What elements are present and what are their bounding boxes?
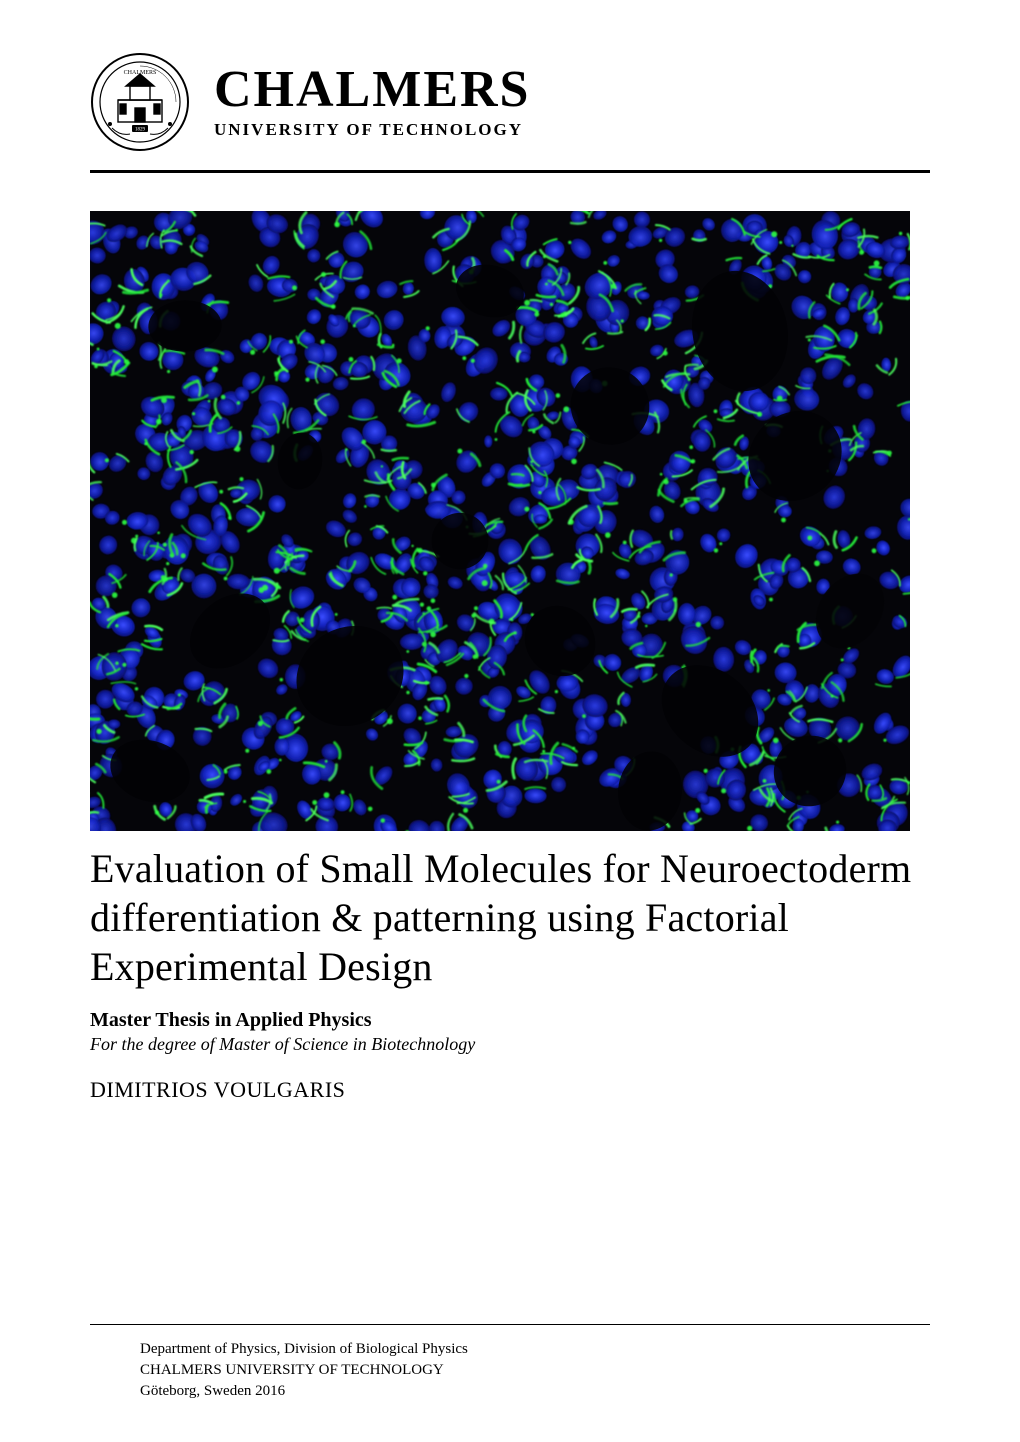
institution-wordmark: CHALMERS xyxy=(214,64,530,116)
thesis-title: Evaluation of Small Molecules for Neuroe… xyxy=(90,845,930,991)
thesis-type: Master Thesis in Applied Physics xyxy=(90,1009,930,1032)
institution-subline: UNIVERSITY OF TECHNOLOGY xyxy=(214,120,530,140)
footer-department: Department of Physics, Division of Biolo… xyxy=(140,1339,930,1360)
institution-wordmark-block: CHALMERS UNIVERSITY OF TECHNOLOGY xyxy=(214,64,530,140)
cover-micrograph xyxy=(90,211,910,831)
degree-line: For the degree of Master of Science in B… xyxy=(90,1034,930,1055)
chalmers-seal-icon: CHALMERS 1829 xyxy=(90,52,190,152)
thesis-cover-page: CHALMERS 1829 CHALMERS UNIVERSITY OF T xyxy=(0,0,1020,1442)
footer-divider xyxy=(90,1324,930,1325)
footer-institution: CHALMERS UNIVERSITY OF TECHNOLOGY xyxy=(140,1360,930,1381)
author-name: DIMITRIOS VOULGARIS xyxy=(90,1077,930,1103)
institution-header: CHALMERS 1829 CHALMERS UNIVERSITY OF T xyxy=(90,52,930,170)
svg-text:1829: 1829 xyxy=(135,128,146,133)
footer-block: Department of Physics, Division of Biolo… xyxy=(140,1324,930,1402)
subtitle-block: Master Thesis in Applied Physics For the… xyxy=(90,1009,930,1055)
header-divider xyxy=(90,170,930,173)
footer-place-year: Göteborg, Sweden 2016 xyxy=(140,1381,930,1402)
